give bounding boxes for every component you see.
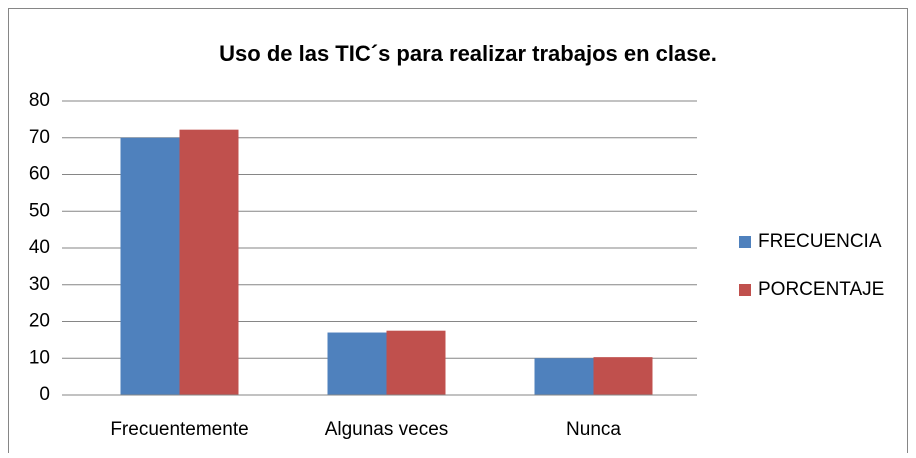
bar (386, 330, 446, 395)
y-tick-label: 40 (29, 237, 50, 258)
bar (327, 332, 387, 395)
y-tick-label: 10 (29, 347, 50, 368)
y-tick-label: 0 (39, 384, 50, 405)
bar (593, 357, 653, 395)
y-tick-label: 20 (29, 311, 50, 332)
legend-swatch (739, 284, 751, 296)
bar (179, 129, 239, 396)
chart-title: Uso de las TIC´s para realizar trabajos … (219, 41, 717, 66)
legend-swatch (739, 236, 751, 248)
y-tick-label: 30 (29, 274, 50, 295)
y-tick-label: 50 (29, 200, 50, 221)
bar (120, 137, 180, 395)
legend-label: FRECUENCIA (758, 231, 882, 252)
legend-label: PORCENTAJE (758, 279, 884, 300)
x-tick-label: Algunas veces (325, 419, 449, 440)
y-tick-label: 80 (29, 90, 50, 111)
y-tick-label: 70 (29, 127, 50, 148)
y-tick-label: 60 (29, 164, 50, 185)
bar (534, 358, 594, 395)
x-tick-label: Frecuentemente (110, 419, 248, 440)
x-tick-label: Nunca (566, 419, 621, 440)
